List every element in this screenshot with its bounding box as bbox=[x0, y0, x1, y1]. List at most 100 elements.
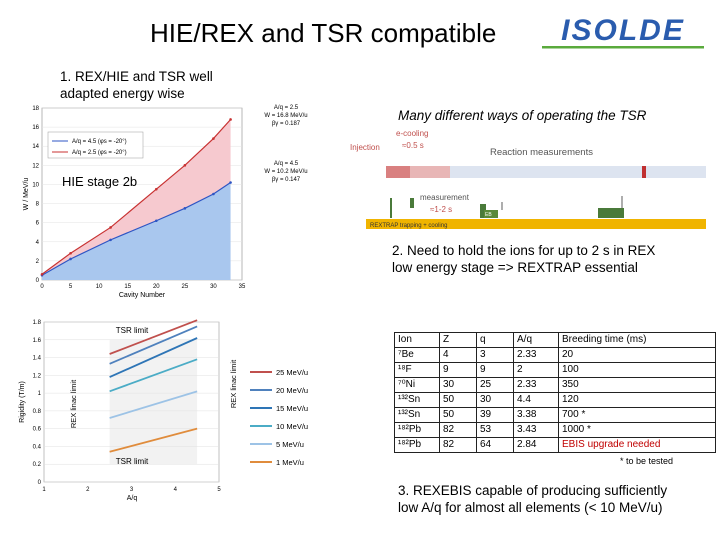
rigidity-xlabel: A/q bbox=[127, 495, 138, 502]
table-cell: 4.4 bbox=[513, 392, 559, 408]
energy-point bbox=[154, 219, 158, 223]
rigidity-line bbox=[109, 337, 198, 378]
rex-limit-right: REX linac limit bbox=[229, 359, 238, 408]
energy-xtick: 0 bbox=[40, 284, 44, 290]
table-cell: ⁷⁰Ni bbox=[394, 377, 440, 393]
table-cell: 82 bbox=[439, 437, 477, 453]
rigidity-line bbox=[109, 325, 198, 365]
table-row: ⁷⁰Ni 30 25 2.33 350 bbox=[394, 377, 716, 393]
rigidity-ylabel: Rigidity (T/m) bbox=[19, 381, 26, 423]
rextrap-bar bbox=[366, 219, 706, 229]
point-3: 3. REXEBIS capable of producing sufficie… bbox=[398, 482, 667, 516]
rigidity-line bbox=[109, 390, 198, 419]
table-cell: 350 bbox=[558, 377, 716, 393]
timing-heading: Many different ways of operating the TSR bbox=[398, 108, 646, 123]
table-header-cell: q bbox=[476, 332, 514, 348]
energy-point bbox=[109, 238, 112, 242]
rigidity-xtick: 5 bbox=[217, 487, 221, 493]
energy-fill-aq45 bbox=[42, 182, 231, 280]
table-cell: 120 bbox=[558, 392, 716, 408]
annotation-aq25-3: βγ = 0.187 bbox=[271, 121, 301, 127]
table-cell: 30 bbox=[439, 377, 477, 393]
rigidity-ytick: 0.2 bbox=[33, 462, 42, 468]
energy-legend: A/q = 4.5 (φs = -20°) A/q = 2.5 (φs = -2… bbox=[47, 131, 144, 159]
rigidity-line bbox=[109, 319, 198, 355]
energy-ticks: 0 2 4 6 8 10 12 14 16 18 0 5 10 15 20 25 30 35 bbox=[32, 106, 246, 290]
rigidity-series bbox=[109, 319, 198, 453]
energy-point bbox=[229, 181, 232, 184]
reaction-bar bbox=[386, 166, 706, 178]
annotation-aq45-2: W = 10.2 MeV/u bbox=[264, 169, 308, 175]
rigidity-ticks: 0 0.2 0.4 0.6 0.8 1 1.2 1.4 1.6 1.8 1 2 3 4 5 bbox=[33, 320, 222, 493]
timing-heading-text: Many different ways of operating the TSR bbox=[398, 108, 647, 123]
energy-xtick: 15 bbox=[124, 284, 131, 290]
energy-legend-1: A/q = 4.5 (φs = -20°) bbox=[72, 139, 127, 145]
hie-stage-label: HIE stage 2b bbox=[62, 174, 138, 189]
table-cell: EBIS upgrade needed bbox=[558, 437, 716, 453]
energy-point bbox=[183, 164, 187, 167]
table-cell: 2.84 bbox=[513, 437, 559, 453]
table-cell: 1000 * bbox=[558, 422, 716, 438]
table-cell: ¹³²Sn bbox=[394, 392, 440, 408]
table-header-cell: A/q bbox=[513, 332, 559, 348]
energy-point bbox=[154, 187, 158, 191]
table-cell: 4 bbox=[439, 347, 477, 363]
annotation-aq45: A/q = 4.5 W = 10.2 MeV/u βγ = 0.147 bbox=[250, 160, 322, 184]
rigidity-ytick: 0 bbox=[38, 480, 42, 486]
table-cell: 53 bbox=[476, 422, 514, 438]
point-2-line-1: 2. Need to hold the ions for up to 2 s i… bbox=[392, 243, 656, 258]
energy-point bbox=[183, 207, 187, 210]
cooling-segment bbox=[386, 166, 410, 178]
annotation-aq25-1: A/q = 2.5 bbox=[273, 105, 299, 111]
energy-legend-2: A/q = 2.5 (φs = -20°) bbox=[72, 150, 127, 156]
ecooling-time: ≈0.5 s bbox=[402, 141, 424, 150]
table-cell: ¹⁸²Pb bbox=[394, 422, 440, 438]
table-row: ¹⁸F 9 9 2 100 bbox=[394, 362, 716, 378]
energy-xtick: 25 bbox=[182, 284, 189, 290]
isolde-logo: ISOLDE bbox=[542, 14, 704, 49]
table-cell: ¹⁸F bbox=[394, 362, 440, 378]
table-cell: 2.33 bbox=[513, 377, 559, 393]
table-cell: 2 bbox=[513, 362, 559, 378]
table-cell: 3.43 bbox=[513, 422, 559, 438]
rigidity-legend-label: 20 MeV/u bbox=[276, 386, 308, 395]
ecooling-label: e-cooling bbox=[396, 129, 428, 138]
energy-xlabel: Cavity Number bbox=[119, 292, 166, 299]
rigidity-legend-label: 15 MeV/u bbox=[276, 404, 308, 413]
rigidity-legend-label: 10 MeV/u bbox=[276, 422, 308, 431]
table-cell: 39 bbox=[476, 407, 514, 423]
rigidity-ytick: 0.4 bbox=[33, 444, 42, 450]
eb-label: EB bbox=[485, 212, 492, 218]
rigidity-chart: 0 0.2 0.4 0.6 0.8 1 1.2 1.4 1.6 1.8 1 2 3 4 5 25 MeV/u… bbox=[19, 319, 308, 502]
energy-xtick: 35 bbox=[239, 284, 246, 290]
energy-point bbox=[212, 137, 215, 140]
table-cell: 20 bbox=[558, 347, 716, 363]
point-3-line-2: low A/q for almost all elements (< 10 Me… bbox=[398, 500, 663, 515]
energy-ytick: 10 bbox=[32, 182, 39, 188]
rigidity-ytick: 1.8 bbox=[33, 320, 42, 326]
rigidity-grid bbox=[44, 321, 219, 483]
energy-fill-aq25 bbox=[42, 119, 231, 276]
table-row: ⁷Be 4 3 2.33 20 bbox=[394, 347, 716, 363]
table-cell: 25 bbox=[476, 377, 514, 393]
energy-ytick: 2 bbox=[36, 259, 40, 265]
rex-limit-left: REX linac limit bbox=[69, 379, 78, 428]
table-cell: ¹⁸²Pb bbox=[394, 437, 440, 453]
tsr-limit-top: TSR limit bbox=[116, 326, 149, 335]
table-cell: 3 bbox=[476, 347, 514, 363]
point-1: 1. REX/HIE and TSR well adapted energy w… bbox=[60, 68, 213, 102]
energy-xtick: 5 bbox=[69, 284, 73, 290]
rigidity-legend: 25 MeV/u 20 MeV/u 15 MeV/u 10 MeV/u 5 MeV/u 1… bbox=[250, 368, 308, 467]
point-2: 2. Need to hold the ions for up to 2 s i… bbox=[392, 242, 655, 276]
table-cell: 700 * bbox=[558, 407, 716, 423]
energy-point bbox=[69, 257, 72, 261]
energy-point bbox=[69, 251, 72, 255]
tsr-limit-bottom: TSR limit bbox=[116, 457, 149, 466]
energy-chart: 0 2 4 6 8 10 12 14 16 18 0 5 10 15 20 25 30 35 A/q = 4.5 … bbox=[23, 106, 246, 299]
table-header-cell: Ion bbox=[394, 332, 440, 348]
table-header-cell: Z bbox=[439, 332, 477, 348]
rigidity-ytick: 0.8 bbox=[33, 409, 42, 415]
rigidity-legend-label: 1 MeV/u bbox=[276, 458, 304, 467]
energy-ytick: 8 bbox=[36, 202, 40, 208]
allowed-region bbox=[109, 339, 198, 465]
